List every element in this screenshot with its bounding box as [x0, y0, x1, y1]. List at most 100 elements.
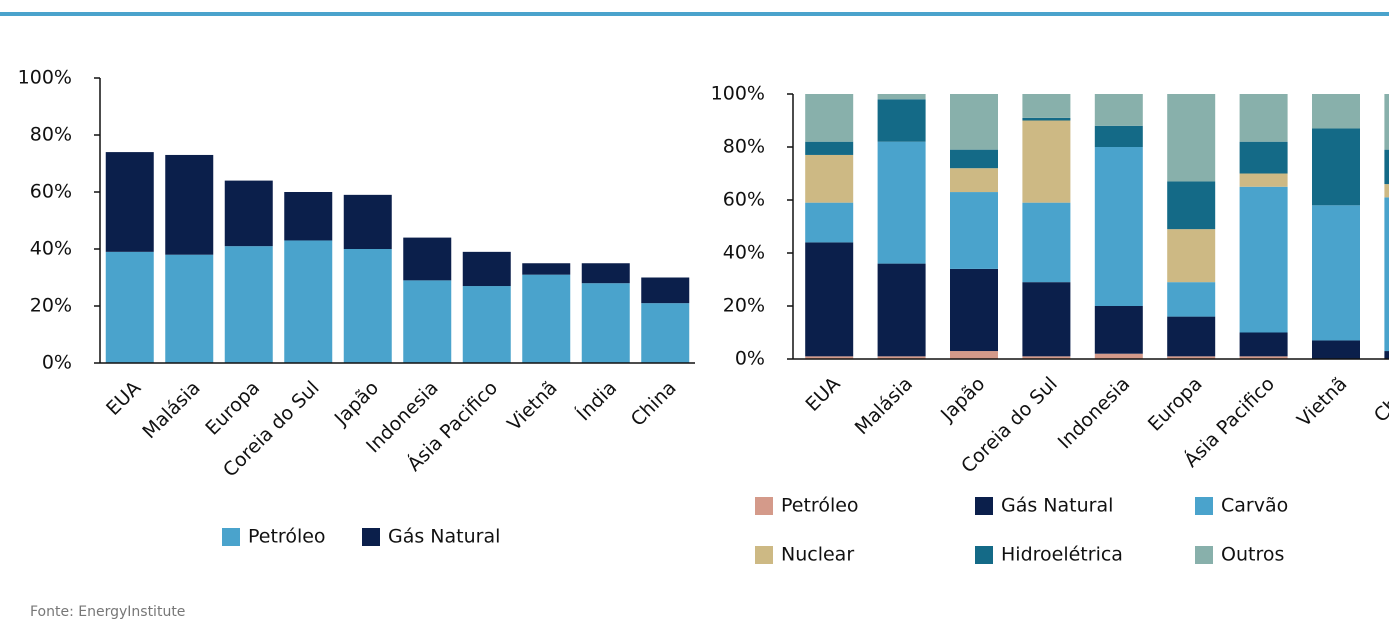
y-tick-label: 20%	[723, 295, 765, 317]
bar-segment	[1022, 94, 1071, 118]
bar-segment	[805, 242, 854, 357]
bar-segment	[1239, 332, 1288, 357]
bar-segment	[877, 94, 926, 100]
bar-segment	[1167, 181, 1216, 230]
bar-segment	[877, 141, 926, 264]
bar-segment	[641, 303, 690, 363]
bar-segment	[877, 356, 926, 359]
y-tick-label: 60%	[723, 189, 765, 211]
x-tick-label: EUA	[102, 377, 145, 420]
legend-label: Hidroelétrica	[1001, 544, 1123, 566]
x-tick-label: EUA	[802, 373, 845, 416]
bar-segment	[1384, 149, 1389, 185]
bar-segment	[165, 254, 214, 363]
bar-segment	[1384, 351, 1389, 359]
bar-segment	[950, 168, 998, 193]
x-tick-label: Japão	[330, 377, 383, 430]
legend-swatch	[1195, 497, 1213, 515]
bar-segment	[343, 194, 392, 249]
bar-segment	[1312, 340, 1360, 359]
bar-segment	[877, 99, 926, 142]
x-tick-label: Vietnã	[1293, 373, 1351, 431]
legend-swatch	[975, 546, 993, 564]
bar-segment	[581, 283, 630, 363]
bar-segment	[805, 94, 854, 142]
bar-segment	[1239, 356, 1288, 359]
bar-segment	[403, 237, 452, 281]
bar-segment	[1312, 94, 1360, 129]
bar-segment	[1167, 356, 1216, 359]
y-tick-label: 0%	[735, 348, 765, 370]
bar-segment	[224, 246, 273, 363]
y-tick-label: 40%	[723, 242, 765, 264]
bar-segment	[165, 154, 214, 255]
bar-segment	[1022, 202, 1071, 283]
top-rule	[0, 12, 1389, 16]
bar-segment	[522, 274, 571, 363]
legend-label: Petróleo	[781, 495, 859, 517]
bar-segment	[1384, 184, 1389, 198]
bar-segment	[1239, 94, 1288, 142]
bar-segment	[805, 202, 854, 243]
bar-segment	[1022, 356, 1071, 359]
bar-segment	[1022, 282, 1071, 357]
x-tick-label: Vietnã	[503, 377, 561, 435]
source-note: Fonte: EnergyInstitute	[30, 604, 185, 620]
legend-swatch	[1195, 546, 1213, 564]
bar-segment	[1239, 141, 1288, 174]
bar-segment	[805, 154, 854, 203]
x-tick-label: Índia	[572, 376, 621, 425]
bar-segment	[462, 286, 511, 363]
bar-segment	[1167, 282, 1216, 317]
bar-segment	[1167, 229, 1216, 283]
legend-label: Outros	[1221, 544, 1284, 566]
y-tick-label: 20%	[30, 295, 72, 317]
x-tick-label: Europa	[1144, 373, 1207, 436]
bar-segment	[1384, 197, 1389, 352]
bar-segment	[1022, 117, 1071, 121]
bar-segment	[1167, 316, 1216, 357]
bar-segment	[877, 263, 926, 357]
bar-segment	[105, 152, 154, 252]
bar-segment	[581, 263, 630, 284]
x-tick-label: China	[1370, 373, 1389, 427]
y-tick-label: 80%	[723, 136, 765, 158]
bar-segment	[950, 94, 998, 150]
bar-segment	[462, 251, 511, 287]
x-tick-label: Japão	[936, 373, 989, 426]
y-tick-label: 80%	[30, 124, 72, 146]
y-tick-label: 100%	[711, 83, 765, 105]
bar-segment	[522, 263, 571, 275]
legend-swatch	[362, 528, 380, 546]
x-tick-label: Indonesia	[1054, 373, 1135, 454]
legend-swatch	[222, 528, 240, 546]
x-tick-label: China	[627, 377, 681, 431]
bar-segment	[284, 192, 333, 241]
bar-segment	[1239, 173, 1288, 187]
x-tick-label: Malásia	[851, 373, 917, 439]
bar-segment	[1094, 306, 1143, 354]
bar-segment	[284, 240, 333, 363]
bar-segment	[950, 192, 998, 269]
bar-segment	[1094, 94, 1143, 126]
y-tick-label: 60%	[30, 181, 72, 203]
bar-segment	[1094, 353, 1143, 359]
bar-segment	[805, 141, 854, 155]
bar-segment	[641, 277, 690, 304]
bar-segment	[1384, 94, 1389, 150]
bar-segment	[950, 268, 998, 352]
bar-segment	[224, 180, 273, 247]
bar-segment	[1312, 205, 1360, 341]
bar-segment	[1094, 125, 1143, 147]
bar-segment	[950, 351, 998, 359]
x-tick-label: Malásia	[138, 377, 204, 443]
bar-segment	[403, 280, 452, 363]
bar-segment	[1022, 120, 1071, 203]
bar-segment	[950, 149, 998, 169]
bar-segment	[105, 251, 154, 363]
legend-label: Petróleo	[248, 526, 326, 548]
y-tick-label: 40%	[30, 238, 72, 260]
bar-segment	[1094, 147, 1143, 306]
y-tick-label: 100%	[18, 67, 72, 89]
